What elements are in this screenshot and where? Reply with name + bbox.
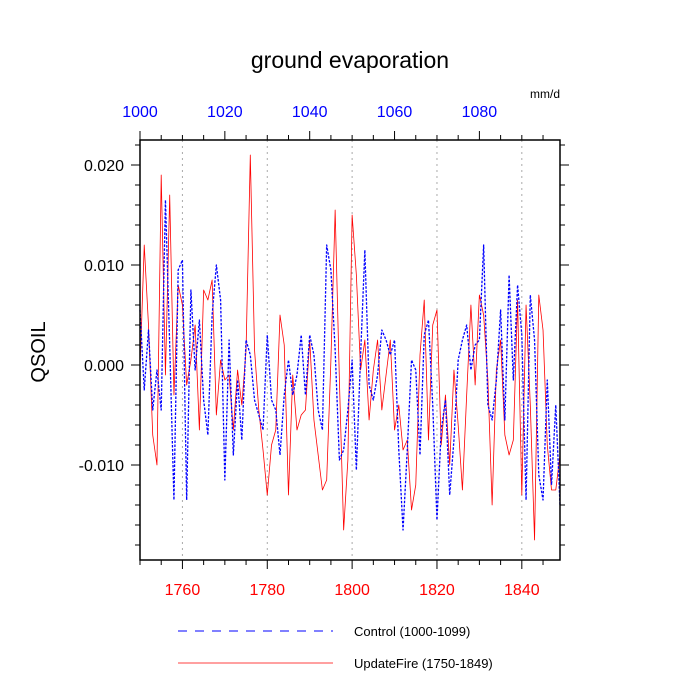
x-bottom-tick-label: 1840: [504, 582, 540, 599]
units-label: mm/d: [530, 87, 560, 101]
series-layer: [139, 154, 561, 541]
chart-title: ground evaporation: [251, 47, 449, 73]
plot-frame: [139, 139, 561, 561]
x-bottom-tick-label: 1800: [334, 582, 370, 599]
x-top-tick-label: 1000: [122, 104, 158, 121]
y-tick-label: 0.020: [84, 158, 124, 175]
axes: -0.010 0.000 0.010 0.020 1760 1780 1800 1820 184…: [79, 104, 569, 599]
y-axis-label: QSOIL: [28, 321, 50, 382]
legend-label: UpdateFire (1750-1849): [354, 656, 493, 671]
grid-lines: [181, 140, 523, 560]
x-top-tick-label: 1080: [462, 104, 498, 121]
legend-label: Control (1000-1099): [354, 624, 470, 639]
y-tick-label: -0.010: [79, 458, 124, 475]
x-bottom-tick-label: 1780: [249, 582, 285, 599]
x-top-tick-label: 1020: [207, 104, 243, 121]
y-tick-label: 0.010: [84, 258, 124, 275]
x-top-tick-label: 1060: [377, 104, 413, 121]
x-bottom-tick-label: 1820: [419, 582, 455, 599]
updatefire-series-line: [139, 154, 561, 541]
y-tick-label: 0.000: [84, 358, 124, 375]
legend: Control (1000-1099) UpdateFire (1750-1849…: [178, 624, 493, 671]
x-bottom-tick-label: 1760: [165, 582, 201, 599]
control-series-line: [139, 199, 561, 531]
x-top-tick-label: 1040: [292, 104, 328, 121]
